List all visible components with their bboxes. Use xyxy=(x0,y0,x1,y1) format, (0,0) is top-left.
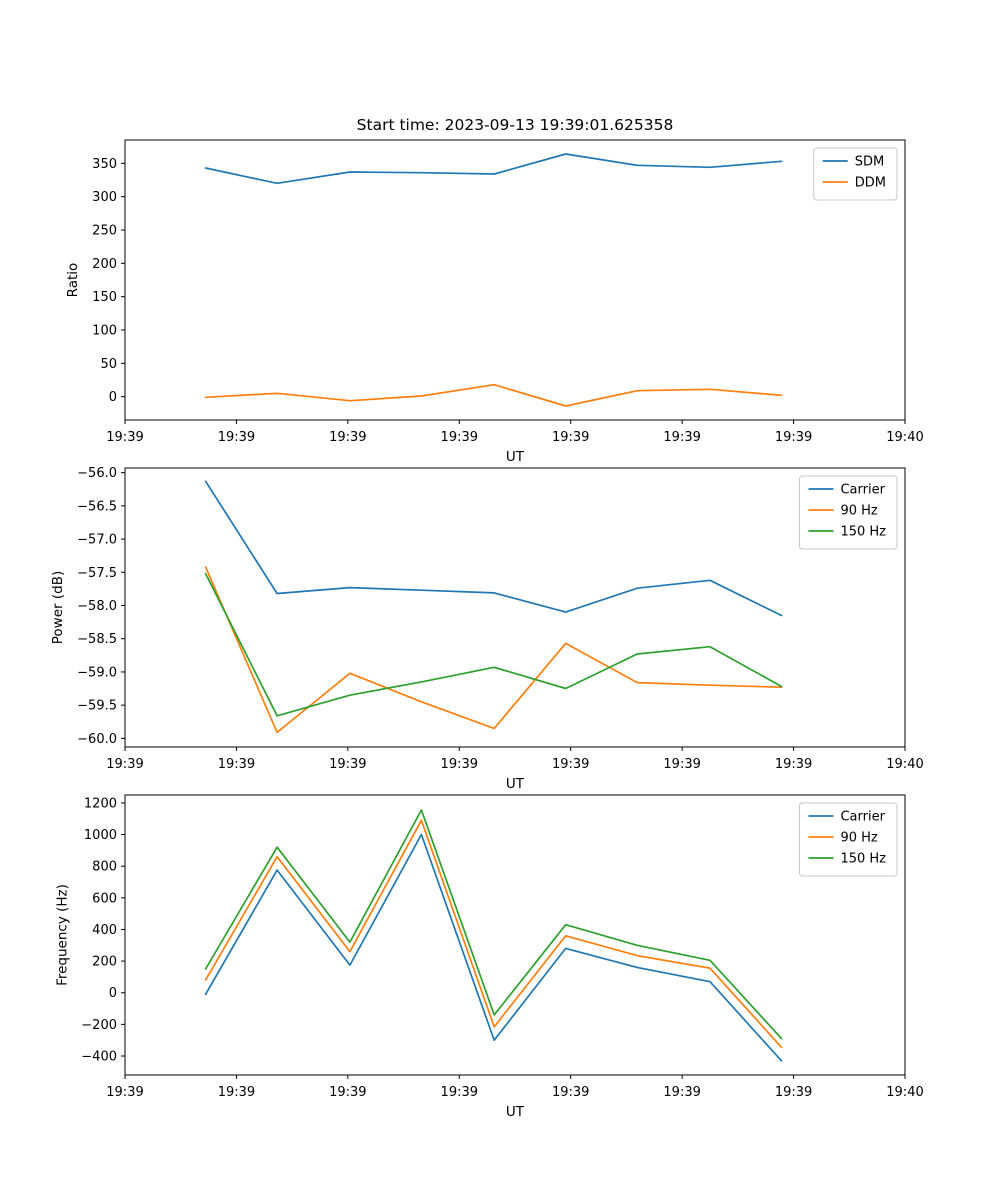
y-tick-label: 600 xyxy=(92,891,117,906)
x-tick-label: 19:39 xyxy=(329,1085,366,1100)
x-tick-label: 19:39 xyxy=(106,757,143,772)
y-tick-label: 300 xyxy=(92,190,117,205)
subplot-3: −400 −200 0 200 400 600 800 1000 1200 19:39 19:39 1… xyxy=(54,794,924,1120)
y-tick-label: 0 xyxy=(109,986,117,1001)
x-tick-label: 19:39 xyxy=(775,1085,812,1100)
legend-label-carrier: Carrier xyxy=(840,483,885,498)
x-tick-label: 19:40 xyxy=(886,430,923,445)
x-tick-label: 19:39 xyxy=(663,1085,700,1100)
y-tick-label: 200 xyxy=(92,955,117,970)
x-tick-label: 19:39 xyxy=(552,757,589,772)
series-line-sdm xyxy=(204,153,783,185)
x-tick-label: 19:39 xyxy=(552,430,589,445)
y-tick-label: −400 xyxy=(81,1050,117,1065)
x-tick-label: 19:39 xyxy=(775,430,812,445)
x-axis-label: UT xyxy=(506,449,525,465)
y-tick-label: 400 xyxy=(92,923,117,938)
y-tick-label: 800 xyxy=(92,860,117,875)
legend-label-carrier: Carrier xyxy=(840,810,885,825)
series-line-carrier xyxy=(204,833,783,1062)
y-tick-label: 1200 xyxy=(84,796,117,811)
axes-frame xyxy=(124,794,906,1076)
y-tick-label: −56.5 xyxy=(77,499,117,514)
axes-frame xyxy=(124,139,906,421)
y-tick-label: 50 xyxy=(100,357,117,372)
series-line-carrier xyxy=(204,480,783,617)
x-tick-label: 19:39 xyxy=(441,1085,478,1100)
y-tick-label: 150 xyxy=(92,290,117,305)
axes-frame xyxy=(124,467,906,748)
x-tick-label: 19:39 xyxy=(106,430,143,445)
legend: Carrier 90 Hz 150 Hz xyxy=(798,802,898,877)
x-tick-label: 19:39 xyxy=(218,430,255,445)
legend: SDM DDM xyxy=(813,147,898,201)
x-tick-label: 19:39 xyxy=(552,1085,589,1100)
x-tick-label: 19:39 xyxy=(329,757,366,772)
y-tick-label: −59.0 xyxy=(77,665,117,680)
y-tick-label: 0 xyxy=(109,390,117,405)
series-line-90-hz xyxy=(204,819,783,1049)
y-tick-label: 350 xyxy=(92,157,117,172)
x-tick-label: 19:39 xyxy=(775,757,812,772)
x-tick-label: 19:39 xyxy=(441,757,478,772)
x-tick-label: 19:40 xyxy=(886,757,923,772)
y-tick-label: −59.5 xyxy=(77,699,117,714)
x-axis-label: UT xyxy=(506,1104,525,1120)
series-line-90-hz xyxy=(204,566,783,734)
y-tick-label: −57.0 xyxy=(77,533,117,548)
legend-label-ddm: DDM xyxy=(855,176,886,191)
y-tick-label: −57.5 xyxy=(77,566,117,581)
y-axis-label: Power (dB) xyxy=(50,571,66,644)
series-line-150-hz xyxy=(204,572,783,717)
y-axis-label: Frequency (Hz) xyxy=(54,884,70,986)
y-tick-label: 1000 xyxy=(84,828,117,843)
y-tick-label: 250 xyxy=(92,224,117,239)
series-line-ddm xyxy=(204,383,783,407)
chart-title: Start time: 2023-09-13 19:39:01.625358 xyxy=(356,116,674,134)
x-axis-label: UT xyxy=(506,776,525,792)
x-tick-label: 19:40 xyxy=(886,1085,923,1100)
x-tick-label: 19:39 xyxy=(441,430,478,445)
x-tick-label: 19:39 xyxy=(663,430,700,445)
y-tick-label: −58.0 xyxy=(77,599,117,614)
y-tick-label: −200 xyxy=(81,1018,117,1033)
y-axis-label: Ratio xyxy=(65,263,81,298)
legend-label-150-hz: 150 Hz xyxy=(840,852,886,867)
y-tick-label: −60.0 xyxy=(77,732,117,747)
x-tick-label: 19:39 xyxy=(218,757,255,772)
legend-label-sdm: SDM xyxy=(855,155,884,170)
legend-label-150-hz: 150 Hz xyxy=(840,525,886,540)
y-tick-label: 200 xyxy=(92,257,117,272)
series-line-150-hz xyxy=(204,809,783,1040)
legend-label-90-hz: 90 Hz xyxy=(840,504,877,519)
y-tick-label: −58.5 xyxy=(77,632,117,647)
legend-label-90-hz: 90 Hz xyxy=(840,831,877,846)
y-tick-label: 100 xyxy=(92,324,117,339)
x-tick-label: 19:39 xyxy=(218,1085,255,1100)
legend: Carrier 90 Hz 150 Hz xyxy=(798,475,898,550)
x-tick-label: 19:39 xyxy=(329,430,366,445)
x-tick-label: 19:39 xyxy=(106,1085,143,1100)
x-tick-label: 19:39 xyxy=(663,757,700,772)
subplot-2: −56.0 −56.5 −57.0 −57.5 −58.0 −58.5 −59.0 −59.5… xyxy=(50,466,924,792)
subplot-1: 0 50 100 150 200 250 300 350 19:39 19:39 19:39 19:3… xyxy=(65,139,924,465)
y-tick-label: −56.0 xyxy=(77,466,117,481)
